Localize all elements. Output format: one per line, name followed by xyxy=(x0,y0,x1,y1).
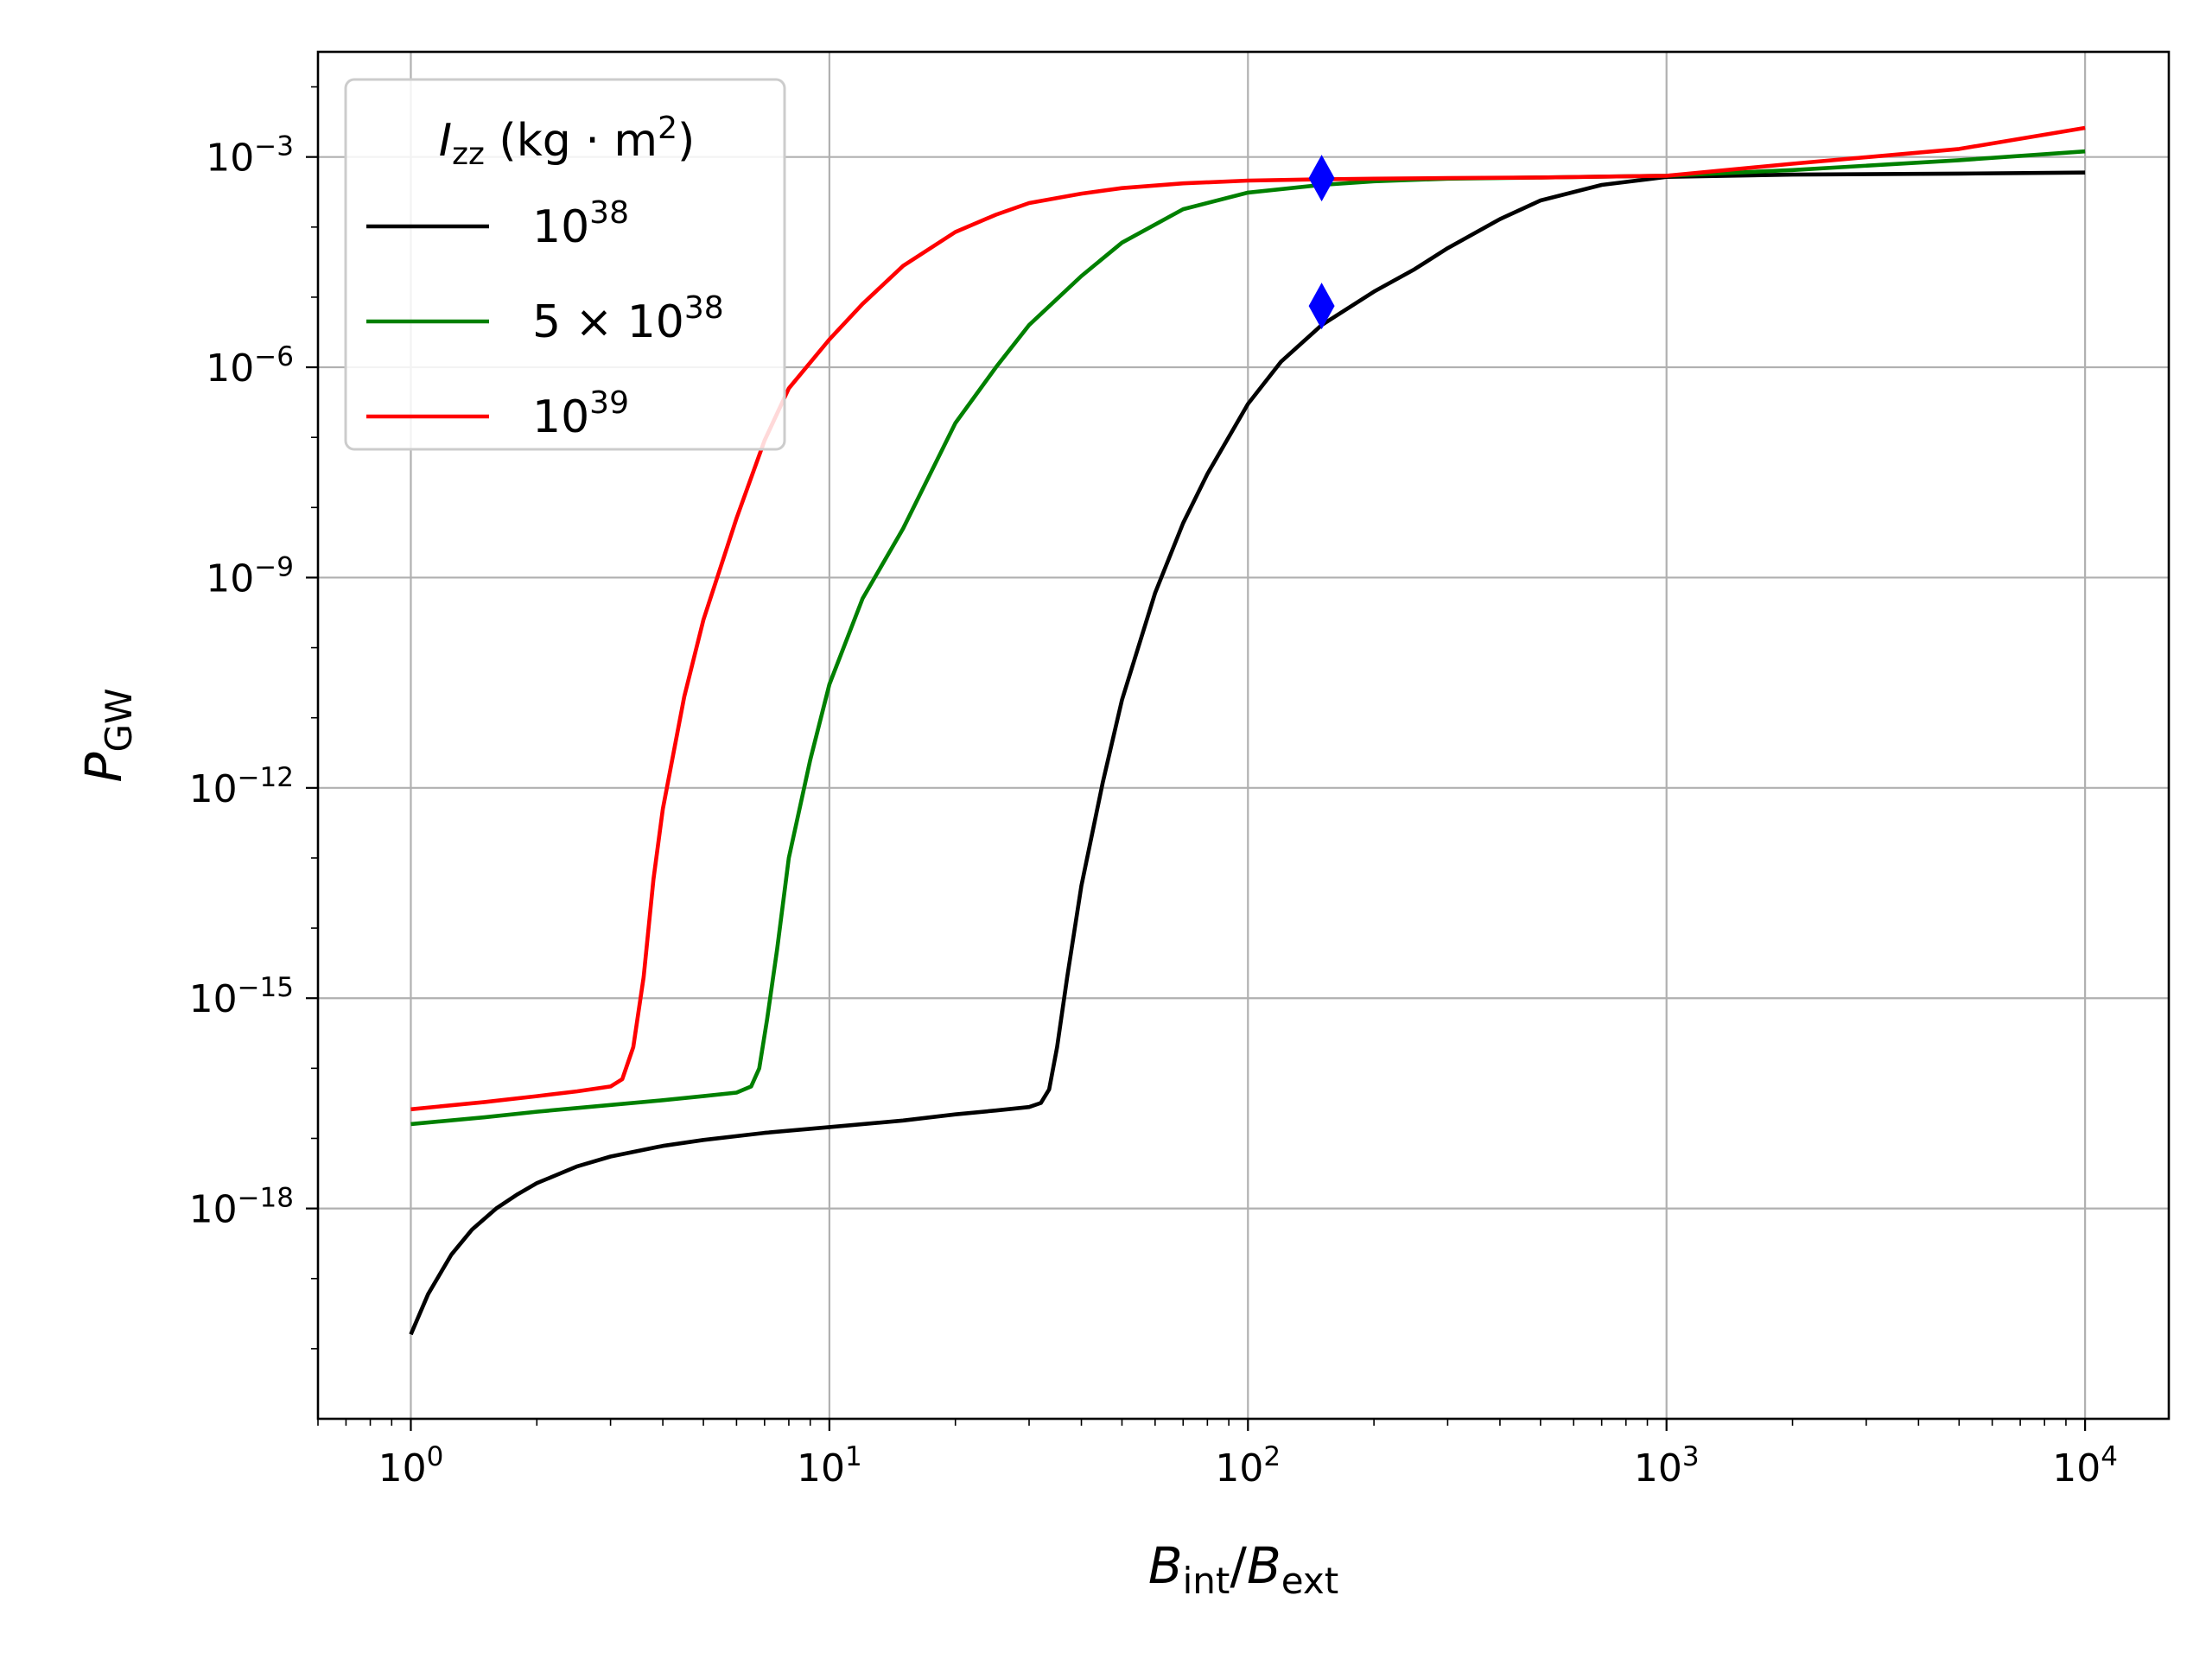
legend-label-3: 1039 xyxy=(532,385,629,443)
y-tick-label: 10−3 xyxy=(206,131,294,181)
x-tick-label: 104 xyxy=(2052,1441,2118,1491)
diamond-marker-1 xyxy=(1308,155,1335,202)
diamond-marker-2 xyxy=(1308,283,1335,330)
x-tick-label: 101 xyxy=(797,1441,862,1491)
y-tick-label: 10−9 xyxy=(206,551,294,601)
series-line-3 xyxy=(410,125,2086,1112)
y-tick-label: 10−12 xyxy=(189,762,294,811)
legend-box xyxy=(344,78,786,451)
x-tick-label: 100 xyxy=(378,1441,444,1491)
major-ticks xyxy=(306,156,2087,1431)
legend-label-1: 1038 xyxy=(532,195,629,253)
y-tick-label: 10−18 xyxy=(189,1183,294,1232)
x-tick-labels: 100 101 102 103 104 xyxy=(378,1441,2118,1491)
plot-frame xyxy=(316,50,2171,1421)
legend: Izz (kg · m2) 1038 5 × 1038 1039 xyxy=(344,78,786,451)
legend-label-2: 5 × 1038 xyxy=(532,290,724,348)
y-axis-label: PGW xyxy=(74,688,140,782)
minor-ticks xyxy=(311,86,2067,1426)
legend-title: Izz (kg · m2) xyxy=(439,111,696,172)
y-tick-label: 10−6 xyxy=(206,341,294,391)
legend-entries: 1038 5 × 1038 1039 xyxy=(366,195,724,443)
x-tick-label: 102 xyxy=(1215,1441,1281,1491)
x-tick-label: 103 xyxy=(1634,1441,1700,1491)
y-tick-label: 10−15 xyxy=(189,972,294,1021)
marker-layer xyxy=(1308,155,1335,330)
series-line-1 xyxy=(409,170,2086,1336)
x-axis-label: Bint/Bext xyxy=(1148,1536,1338,1602)
series-layer xyxy=(409,125,2086,1336)
y-tick-labels: 10−3 10−6 10−9 10−12 10−15 10−18 xyxy=(189,131,294,1232)
